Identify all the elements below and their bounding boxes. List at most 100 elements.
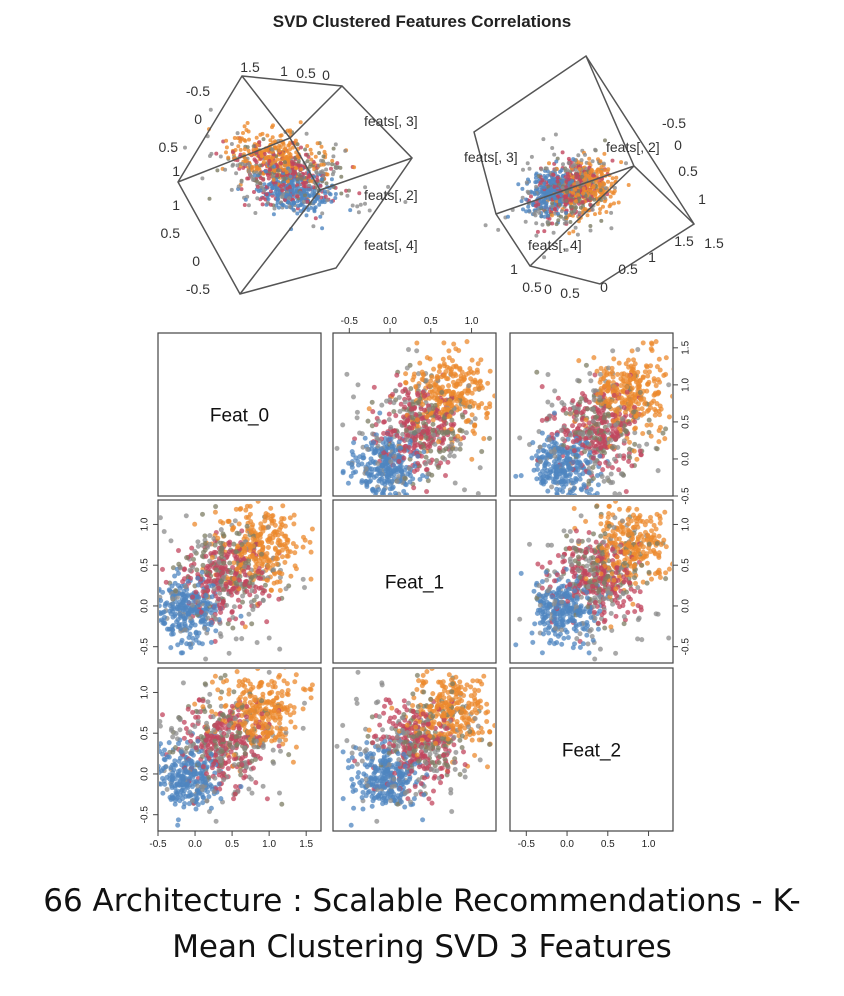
scatter-point <box>675 395 680 400</box>
scatter-point <box>587 370 593 377</box>
scatter-point <box>284 170 289 175</box>
scatter-point <box>423 377 429 384</box>
scatter-point <box>170 631 176 637</box>
scatter-point <box>258 188 263 193</box>
right-cube-tick-label: 0 <box>674 137 682 153</box>
scatter-point <box>598 365 604 372</box>
scatter-point <box>638 397 644 403</box>
scatter-point <box>195 539 201 545</box>
scatter-point <box>538 204 543 209</box>
scatter-point <box>192 548 198 555</box>
scatter-point <box>596 410 602 417</box>
scatter-point <box>375 460 381 467</box>
scatter-point <box>559 449 566 455</box>
scatter-point <box>614 387 620 393</box>
scatter-point <box>249 621 255 627</box>
scatter-point <box>533 209 538 214</box>
scatter-point <box>275 157 280 162</box>
scatter-point <box>356 210 361 215</box>
scatter-point <box>175 547 182 554</box>
scatter-point <box>564 210 569 215</box>
scatter-point <box>394 433 400 439</box>
scatter-point <box>242 533 248 539</box>
scatter-point <box>612 185 617 190</box>
scatter-point <box>244 159 249 163</box>
scatter-point <box>590 464 596 471</box>
matrix-cell <box>509 332 680 497</box>
scatter-point <box>251 603 257 609</box>
scatter-point <box>559 214 563 219</box>
scatter-point <box>572 163 577 167</box>
scatter-point <box>581 191 585 196</box>
scatter-point <box>559 209 564 214</box>
matrix-points <box>513 339 680 495</box>
scatter-point <box>540 222 545 227</box>
left-3d-scatter: feats[, 3] feats[, 2] feats[, 4] -0.500.… <box>159 59 418 297</box>
scatter-point <box>331 146 336 151</box>
scatter-point <box>632 441 638 447</box>
scatter-point <box>226 518 232 524</box>
scatter-point <box>581 449 588 455</box>
scatter-point <box>386 417 392 423</box>
scatter-point <box>560 186 565 191</box>
scatter-point <box>190 564 196 570</box>
scatter-point <box>308 576 314 582</box>
scatter-point <box>542 229 547 234</box>
scatter-point <box>621 378 627 384</box>
scatter-point <box>348 208 353 213</box>
scatter-point <box>601 204 605 209</box>
scatter-point <box>412 463 418 469</box>
scatter-point <box>625 458 632 465</box>
scatter-point <box>228 589 234 595</box>
scatter-point <box>597 371 604 377</box>
scatter-point <box>576 160 581 165</box>
scatter-point <box>390 391 396 398</box>
scatter-point <box>587 491 593 495</box>
scatter-point <box>609 369 615 375</box>
scatter-point <box>611 456 618 462</box>
scatter-point <box>242 546 248 552</box>
scatter-point <box>168 538 174 544</box>
scatter-point <box>309 205 314 210</box>
scatter-point <box>286 162 291 167</box>
scatter-point <box>329 177 334 182</box>
scatter-point <box>266 635 272 641</box>
scatter-point <box>587 156 592 161</box>
scatter-point <box>518 473 524 479</box>
scatter-point <box>370 440 377 446</box>
scatter-point <box>477 379 483 385</box>
scatter-point <box>619 416 626 422</box>
scatter-point <box>308 147 313 152</box>
scatter-point <box>274 561 280 567</box>
scatter-point <box>255 533 261 539</box>
scatter-point <box>579 390 586 397</box>
scatter-point <box>299 145 303 150</box>
scatter-point <box>355 382 361 388</box>
scatter-point <box>441 361 447 367</box>
scatter-point <box>641 411 647 417</box>
scatter-point <box>635 346 641 353</box>
scatter-point <box>623 361 629 367</box>
scatter-point <box>203 553 209 559</box>
scatter-point <box>469 390 475 396</box>
scatter-point <box>621 438 627 444</box>
scatter-point <box>626 373 632 379</box>
scatter-point <box>229 609 235 616</box>
scatter-point <box>424 414 430 420</box>
scatter-point <box>152 609 157 614</box>
scatter-point <box>632 419 638 425</box>
scatter-point <box>312 199 317 204</box>
scatter-point <box>238 557 244 563</box>
scatter-point <box>449 441 455 448</box>
scatter-point <box>381 419 387 425</box>
scatter-point <box>591 355 597 361</box>
scatter-point <box>649 341 655 347</box>
scatter-point <box>557 199 562 203</box>
scatter-point <box>320 211 325 216</box>
scatter-point <box>644 388 650 394</box>
scatter-point <box>479 401 485 407</box>
scatter-point <box>417 476 423 483</box>
scatter-point <box>534 369 540 375</box>
scatter-point <box>497 400 502 405</box>
scatter-point <box>307 183 312 188</box>
